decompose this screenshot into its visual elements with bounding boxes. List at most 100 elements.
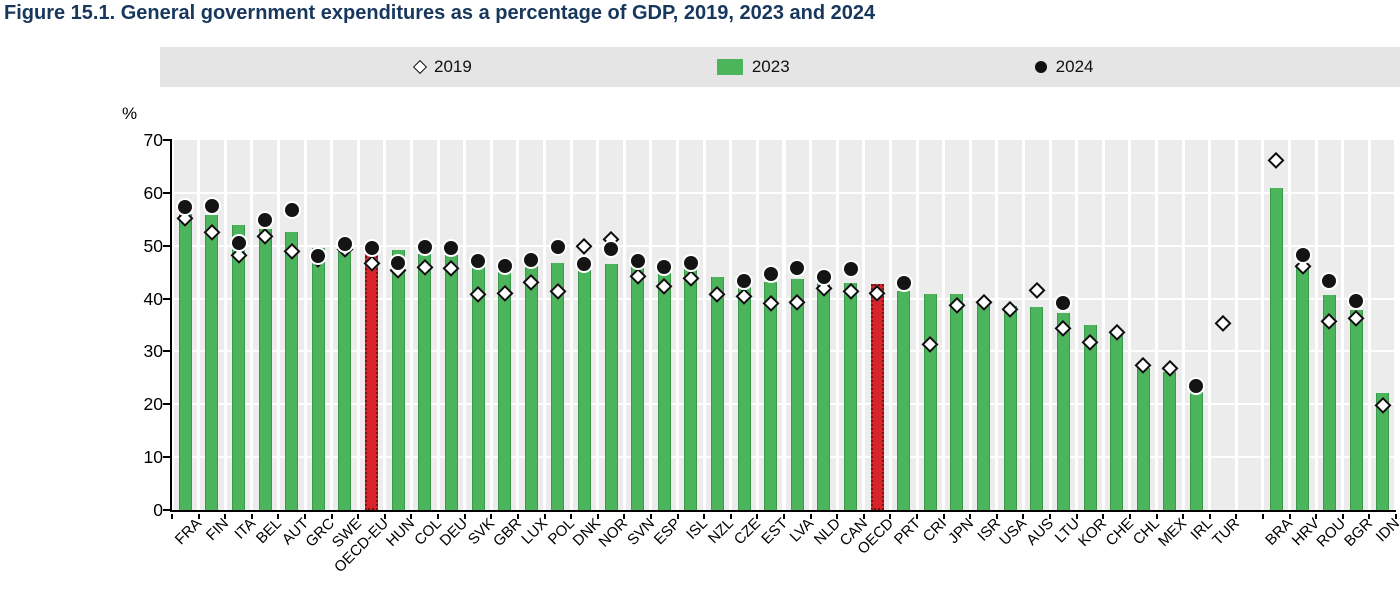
dot-2024-SWE <box>337 236 352 251</box>
bar-2023-BGR <box>1349 310 1363 510</box>
dot-2024-AUT <box>284 202 299 217</box>
gridline-20 <box>172 403 1396 406</box>
y-tick-label-70: 70 <box>143 130 163 150</box>
gridline-10 <box>172 456 1396 459</box>
dot-2024-SVN <box>630 253 645 268</box>
x-boundary-tick <box>490 514 493 519</box>
bar-2023-JPN <box>950 294 964 510</box>
dot-2024-DNK <box>577 257 592 272</box>
legend-label-2024: 2024 <box>1055 57 1094 76</box>
x-boundary-tick <box>1182 514 1185 519</box>
bar-2023-CZE <box>737 284 751 510</box>
x-boundary-tick <box>1235 514 1238 519</box>
x-boundary-tick <box>463 514 466 519</box>
dot-2024-ESP <box>657 260 672 275</box>
x-boundary-tick <box>410 514 413 519</box>
legend-item-2023: 2023 <box>716 57 790 77</box>
dot-2024-LUX <box>524 252 539 267</box>
bar-2023-SVN <box>631 265 645 510</box>
bar-2023-IDN <box>1376 393 1390 510</box>
bar-2023-EST <box>764 281 778 510</box>
x-boundary-tick <box>171 514 173 519</box>
bar-2023-AUS <box>1030 306 1044 510</box>
x-boundary-tick <box>1128 514 1131 519</box>
x-boundary-tick <box>836 514 839 519</box>
bar-2023-POL <box>551 262 565 510</box>
y-axis-line <box>170 139 172 512</box>
x-boundary-tick <box>969 514 972 519</box>
y-tick-60 <box>163 191 170 194</box>
dot-icon <box>1034 61 1047 73</box>
dot-2024-CZE <box>737 274 752 289</box>
y-tick-0 <box>163 509 170 511</box>
bar-2023-IRL <box>1189 392 1203 510</box>
x-boundary-tick <box>1022 514 1025 519</box>
bar-2023-ROU <box>1322 294 1336 510</box>
y-tick-label-40: 40 <box>143 288 163 309</box>
dot-2024-FIN <box>204 199 219 214</box>
bar-2023-KOR <box>1083 325 1097 510</box>
y-tick-70 <box>163 139 170 141</box>
gridline-40 <box>172 297 1396 300</box>
x-boundary-tick <box>703 514 706 519</box>
y-tick-40 <box>163 297 170 300</box>
x-boundary-tick <box>570 514 573 519</box>
x-axis-line <box>170 510 1396 512</box>
dot-2024-OECD-EU <box>364 240 379 255</box>
diamond-icon <box>412 59 428 75</box>
x-boundary-tick <box>543 514 546 519</box>
bar-2023-HUN <box>391 249 405 510</box>
bar-2023-HRV <box>1296 264 1310 510</box>
x-boundary-tick <box>1341 514 1344 519</box>
bar-2023-MEX <box>1163 371 1177 510</box>
legend-item-2019: 2019 <box>412 57 472 77</box>
bar-2023-COL <box>418 253 432 510</box>
bar-2023-FRA <box>178 214 192 510</box>
x-boundary-tick <box>942 514 945 519</box>
legend: 2019 2023 2024 <box>160 47 1400 87</box>
x-boundary-tick <box>250 514 253 519</box>
gridline-30 <box>172 350 1396 353</box>
y-tick-10 <box>163 456 170 459</box>
x-boundary-tick <box>916 514 919 519</box>
bar-2023-OECD <box>870 283 884 510</box>
bar-2023-NLD <box>817 282 831 510</box>
dot-2024-HRV <box>1295 247 1310 262</box>
x-boundary-tick <box>862 514 865 519</box>
dot-2024-HUN <box>391 255 406 270</box>
dot-2024-LVA <box>790 260 805 275</box>
x-boundary-tick <box>1395 514 1397 519</box>
y-tick-50 <box>163 244 170 247</box>
x-boundary-tick <box>1208 514 1211 519</box>
x-boundary-tick <box>623 514 626 519</box>
bar-2023-CHE <box>1110 333 1124 510</box>
x-boundary-tick <box>304 514 307 519</box>
dot-2024-IRL <box>1189 379 1204 394</box>
bar-2023-ESP <box>657 271 671 510</box>
bar-2023-NOR <box>604 264 618 510</box>
dot-2024-ISL <box>683 256 698 271</box>
bar-2023-PRT <box>897 290 911 510</box>
x-boundary-tick <box>1315 514 1318 519</box>
bar-2023-CRI <box>923 293 937 510</box>
dot-2024-LTU <box>1056 295 1071 310</box>
bar-2023-OECD-EU <box>365 251 379 510</box>
dot-2024-PRT <box>896 276 911 291</box>
dot-2024-SVK <box>471 254 485 269</box>
x-boundary-tick <box>676 514 679 519</box>
y-axis-unit-label: % <box>122 104 138 123</box>
x-boundary-tick <box>783 514 785 519</box>
y-tick-label-10: 10 <box>143 447 163 468</box>
dot-2024-GRC <box>311 249 326 264</box>
dot-2024-ITA <box>231 235 246 250</box>
y-tick-label-20: 20 <box>143 394 163 415</box>
x-boundary-tick <box>277 514 280 519</box>
x-boundary-tick <box>1075 514 1078 519</box>
x-boundary-tick <box>729 514 732 519</box>
gridline-60 <box>172 191 1396 194</box>
dot-2024-GBR <box>497 259 512 274</box>
y-tick-label-0: 0 <box>153 500 163 520</box>
bar-2023-ISL <box>684 265 698 510</box>
bar-2023-USA <box>1003 305 1017 510</box>
gridline-50 <box>172 244 1396 247</box>
